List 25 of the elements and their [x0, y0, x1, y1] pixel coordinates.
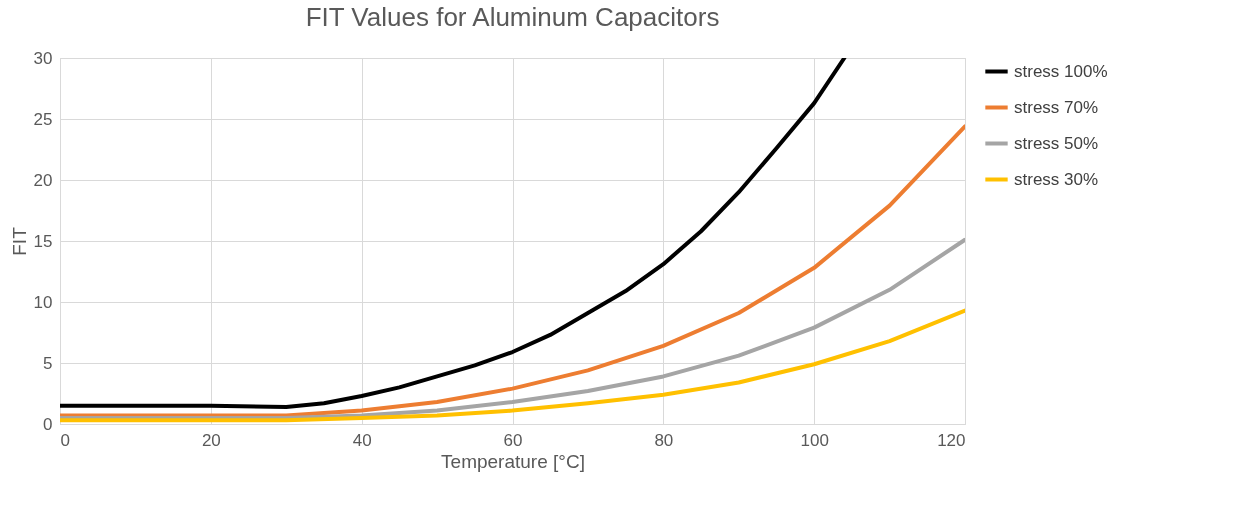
y-tick-label: 5	[43, 353, 53, 373]
x-tick-label: 60	[503, 430, 523, 450]
y-tick-label: 20	[33, 170, 53, 190]
legend-label: stress 30%	[1014, 169, 1099, 189]
chart-title: FIT Values for Aluminum Capacitors	[305, 2, 720, 32]
line-series	[60, 308, 965, 423]
line-series	[60, 124, 965, 418]
x-tick-label: 80	[654, 430, 674, 450]
y-tick-label: 10	[33, 292, 53, 312]
x-tick-label: 0	[60, 430, 70, 450]
legend-label: stress 70%	[1014, 97, 1099, 117]
line-series	[60, 58, 847, 409]
x-axis-title: Temperature [°C]	[441, 450, 585, 472]
y-tick-label: 15	[33, 231, 53, 251]
x-tick-label: 40	[352, 430, 372, 450]
y-tick-label: 30	[33, 48, 53, 68]
line-series	[60, 237, 965, 420]
x-tick-label: 20	[201, 430, 221, 450]
y-axis-title: FIT	[8, 226, 30, 256]
x-tick-label: 100	[800, 430, 829, 450]
y-tick-label: 0	[43, 414, 53, 434]
x-tick-label: 120	[937, 430, 966, 450]
legend-label: stress 100%	[1014, 61, 1108, 81]
legend-label: stress 50%	[1014, 133, 1099, 153]
y-tick-label: 25	[33, 109, 53, 129]
